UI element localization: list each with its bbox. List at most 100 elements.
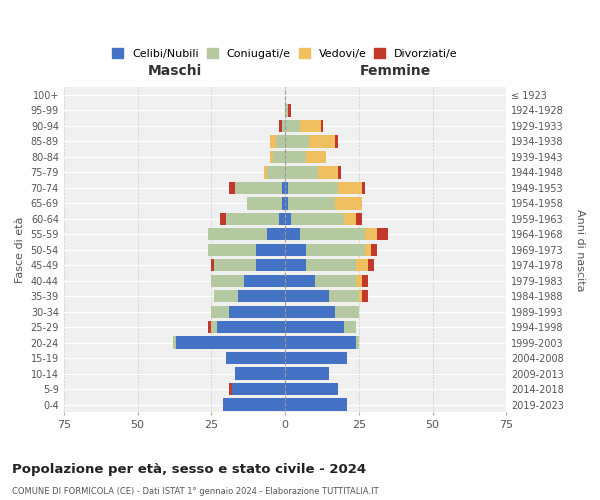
Bar xyxy=(217,321,285,334)
Bar xyxy=(377,228,388,240)
Legend: Celibi/Nubili, Coniugati/e, Vedovi/e, Divorziati/e: Celibi/Nubili, Coniugati/e, Vedovi/e, Di… xyxy=(108,44,462,64)
Bar xyxy=(285,244,306,256)
Bar xyxy=(285,135,309,147)
Y-axis label: Fasce di età: Fasce di età xyxy=(15,216,25,283)
Bar xyxy=(356,274,362,287)
Bar xyxy=(285,336,356,349)
Bar xyxy=(285,321,344,334)
Bar xyxy=(173,336,176,349)
Bar xyxy=(288,182,338,194)
Bar xyxy=(274,150,285,163)
Bar xyxy=(288,197,335,209)
Bar xyxy=(235,368,285,380)
Bar xyxy=(265,166,268,178)
Bar xyxy=(320,120,323,132)
Bar xyxy=(235,182,282,194)
Bar xyxy=(279,120,282,132)
Bar xyxy=(271,150,274,163)
Bar xyxy=(279,212,285,225)
Bar xyxy=(232,383,285,396)
Bar xyxy=(362,182,365,194)
Text: Femmine: Femmine xyxy=(360,64,431,78)
Bar xyxy=(365,244,371,256)
Bar xyxy=(211,274,244,287)
Text: Maschi: Maschi xyxy=(148,64,202,78)
Bar xyxy=(309,135,335,147)
Bar xyxy=(229,383,232,396)
Bar xyxy=(282,120,285,132)
Bar xyxy=(359,290,362,302)
Bar xyxy=(338,166,341,178)
Bar xyxy=(362,290,368,302)
Bar xyxy=(285,120,300,132)
Bar xyxy=(282,182,285,194)
Bar xyxy=(285,150,306,163)
Bar xyxy=(285,104,288,117)
Y-axis label: Anni di nascita: Anni di nascita xyxy=(575,208,585,291)
Bar xyxy=(329,290,359,302)
Bar xyxy=(285,212,291,225)
Bar xyxy=(356,259,368,272)
Bar xyxy=(285,197,288,209)
Bar xyxy=(214,259,256,272)
Bar xyxy=(226,212,279,225)
Bar xyxy=(220,212,226,225)
Bar xyxy=(306,150,326,163)
Bar xyxy=(223,398,285,411)
Bar xyxy=(314,274,356,287)
Bar xyxy=(247,197,282,209)
Bar xyxy=(268,166,285,178)
Bar xyxy=(362,274,368,287)
Bar xyxy=(335,197,362,209)
Bar xyxy=(344,321,356,334)
Bar xyxy=(371,244,377,256)
Bar xyxy=(356,336,359,349)
Bar xyxy=(306,244,365,256)
Bar xyxy=(285,398,347,411)
Bar xyxy=(285,166,317,178)
Bar xyxy=(229,182,235,194)
Bar xyxy=(211,321,217,334)
Bar xyxy=(208,228,268,240)
Bar xyxy=(282,197,285,209)
Bar xyxy=(285,182,288,194)
Bar xyxy=(176,336,285,349)
Bar xyxy=(344,212,356,225)
Bar xyxy=(244,274,285,287)
Bar xyxy=(306,259,356,272)
Bar xyxy=(338,182,362,194)
Bar xyxy=(365,228,377,240)
Bar xyxy=(285,383,338,396)
Bar xyxy=(288,104,291,117)
Bar xyxy=(256,244,285,256)
Bar xyxy=(285,259,306,272)
Bar xyxy=(214,290,238,302)
Text: Popolazione per età, sesso e stato civile - 2024: Popolazione per età, sesso e stato civil… xyxy=(12,462,366,475)
Bar xyxy=(268,228,285,240)
Bar xyxy=(335,306,359,318)
Text: COMUNE DI FORMICOLA (CE) - Dati ISTAT 1° gennaio 2024 - Elaborazione TUTTITALIA.: COMUNE DI FORMICOLA (CE) - Dati ISTAT 1°… xyxy=(12,488,379,496)
Bar xyxy=(285,306,335,318)
Bar xyxy=(300,228,365,240)
Bar xyxy=(208,244,256,256)
Bar xyxy=(285,290,329,302)
Bar xyxy=(211,259,214,272)
Bar xyxy=(211,306,229,318)
Bar xyxy=(226,352,285,364)
Bar xyxy=(356,212,362,225)
Bar xyxy=(229,306,285,318)
Bar xyxy=(368,259,374,272)
Bar xyxy=(285,228,300,240)
Bar xyxy=(208,321,211,334)
Bar xyxy=(291,212,344,225)
Bar xyxy=(285,274,314,287)
Bar xyxy=(335,135,338,147)
Bar xyxy=(317,166,338,178)
Bar xyxy=(285,352,347,364)
Bar xyxy=(300,120,320,132)
Bar xyxy=(276,135,285,147)
Bar xyxy=(285,368,329,380)
Bar xyxy=(238,290,285,302)
Bar xyxy=(256,259,285,272)
Bar xyxy=(271,135,276,147)
